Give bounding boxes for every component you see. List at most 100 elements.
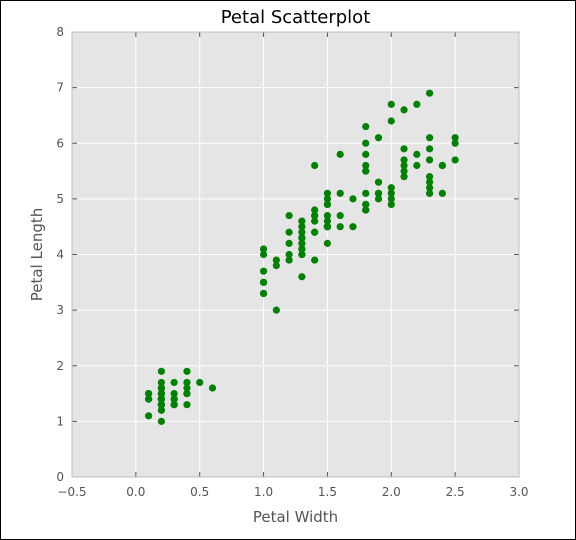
x-tick-label: 0.5 [190, 485, 209, 499]
data-point [426, 184, 434, 192]
data-point [323, 211, 332, 220]
y-tick-label: 3 [56, 303, 64, 317]
data-point [157, 378, 165, 387]
data-point [336, 189, 344, 197]
x-tick-label: 2.5 [446, 485, 465, 499]
data-point [323, 217, 332, 225]
y-tick-label: 0 [56, 470, 64, 484]
data-point [387, 117, 395, 125]
data-point [387, 184, 395, 192]
data-point [157, 417, 165, 425]
data-point [285, 239, 293, 247]
data-point [426, 156, 434, 164]
data-point [362, 161, 370, 170]
data-point [400, 161, 408, 170]
y-tick-label: 6 [56, 136, 64, 150]
data-point [157, 395, 165, 403]
data-point [387, 195, 395, 203]
data-point [298, 250, 306, 259]
data-point [451, 156, 459, 164]
data-point [323, 200, 332, 209]
x-tick-label: −0.5 [57, 485, 86, 499]
data-point [374, 178, 383, 186]
data-point [349, 195, 357, 203]
data-point [145, 395, 153, 403]
data-point [311, 161, 319, 170]
data-point [387, 200, 395, 209]
axis-ticks: −0.5 0.0 0.5 1.0 1.5 2.0 2.5 3.0 0 1 2 3 4 5 6 7 8 [56, 25, 528, 499]
y-tick-label: 2 [56, 359, 64, 373]
data-point [170, 378, 178, 387]
x-axis-label: Petal Width [253, 508, 338, 526]
y-tick-label: 8 [56, 25, 64, 39]
data-point [183, 367, 191, 375]
data-point [438, 161, 446, 170]
data-point [298, 223, 306, 231]
data-point [170, 389, 178, 398]
data-point [145, 389, 153, 398]
data-point [272, 256, 280, 264]
y-tick-label: 5 [56, 192, 64, 206]
data-point [298, 228, 306, 236]
data-point [298, 273, 306, 281]
data-point [362, 200, 370, 209]
x-tick-label: 1.5 [318, 485, 337, 499]
data-point [426, 89, 434, 97]
data-point [259, 267, 268, 275]
data-point [311, 256, 319, 264]
data-points [145, 89, 459, 425]
data-point [413, 150, 421, 158]
y-tick-label: 4 [56, 248, 64, 262]
data-point [272, 262, 280, 270]
chart-title: Petal Scatterplot [221, 7, 371, 28]
data-point [272, 306, 280, 314]
y-tick-label: 1 [56, 414, 64, 428]
x-tick-label: 3.0 [509, 485, 528, 499]
data-point [362, 189, 370, 197]
data-point [157, 389, 165, 398]
data-point [451, 139, 459, 147]
data-point [183, 384, 191, 392]
x-tick-label: 1.0 [254, 485, 273, 499]
data-point [196, 378, 204, 387]
data-point [323, 189, 332, 197]
data-point [323, 195, 332, 203]
data-point [413, 161, 421, 170]
data-point [285, 228, 293, 236]
data-point [259, 245, 268, 253]
data-point [336, 223, 344, 231]
data-point [170, 401, 178, 409]
data-point [285, 256, 293, 264]
data-point [374, 195, 383, 203]
data-point [362, 167, 370, 175]
data-point [374, 134, 383, 142]
data-point [400, 106, 408, 114]
data-point [298, 239, 306, 247]
data-point [426, 189, 434, 197]
data-point [285, 211, 293, 220]
data-point [157, 384, 165, 392]
x-tick-label: 2.0 [382, 485, 401, 499]
data-point [451, 134, 459, 142]
data-point [259, 278, 268, 286]
data-point [145, 412, 153, 420]
data-point [285, 250, 293, 259]
data-point [298, 245, 306, 253]
data-point [426, 145, 434, 153]
data-point [374, 189, 383, 197]
data-point [259, 289, 268, 298]
data-point [336, 211, 344, 220]
data-point [387, 189, 395, 197]
data-point [157, 406, 165, 414]
data-point [183, 389, 191, 398]
data-point [311, 217, 319, 225]
data-point [336, 150, 344, 158]
data-point [170, 395, 178, 403]
data-point [157, 367, 165, 375]
data-point [298, 217, 306, 225]
plot-border [71, 31, 520, 478]
data-point [387, 100, 395, 108]
data-point [362, 139, 370, 147]
data-point [157, 401, 165, 409]
